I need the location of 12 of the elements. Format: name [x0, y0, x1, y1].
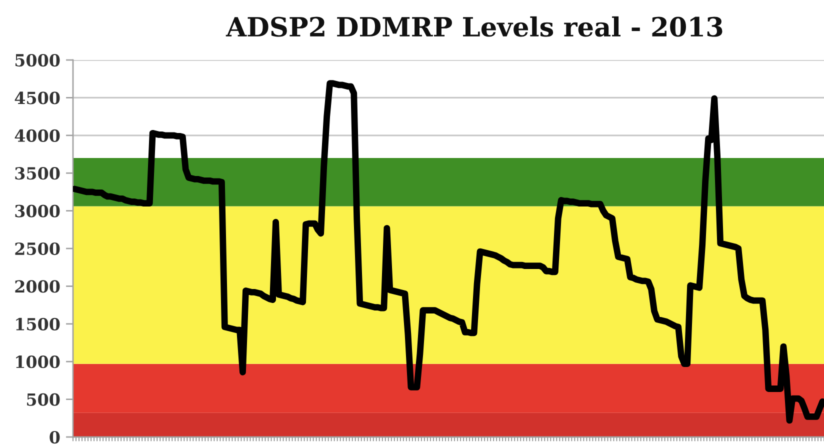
y-tick-label: 2500	[15, 242, 60, 256]
y-tick-label: 0	[50, 430, 60, 444]
y-tick-label: 5000	[15, 54, 60, 67]
y-tick-label: 3000	[15, 204, 60, 218]
y-tick-label: 2000	[15, 280, 60, 293]
chart-title: ADSP2 DDMRP Levels real - 2013	[226, 16, 722, 37]
y-tick-label: 4500	[14, 92, 60, 104]
y-tick-label: 1000	[16, 356, 60, 368]
y-tick-label: 3500	[15, 167, 60, 180]
y-tick-label: 4000	[14, 129, 60, 142]
y-tick-label: 1500	[16, 318, 60, 330]
y-tick-label: 500	[27, 393, 60, 406]
